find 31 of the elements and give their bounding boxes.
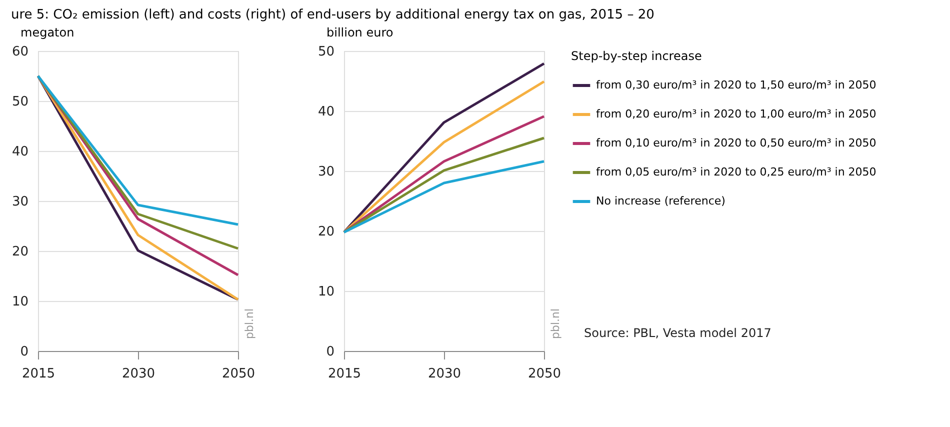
text: pbl.nl xyxy=(549,308,562,339)
y-tick-label: 50 xyxy=(12,94,28,110)
y-axis-title: megaton xyxy=(20,26,74,40)
legend-label: from 0,30 euro/m³ in 2020 to 1,50 euro/m³ in 2050 xyxy=(596,78,876,92)
y-tick-label: 60 xyxy=(12,44,28,60)
y-tick-label: 0 xyxy=(326,344,334,360)
source-note: Source: PBL, Vesta model 2017 xyxy=(584,326,772,340)
text: pbl.nl xyxy=(243,308,256,339)
y-tick-label: 30 xyxy=(12,194,28,210)
legend-label: from 0,10 euro/m³ in 2020 to 0,50 euro/m³ in 2050 xyxy=(596,136,876,150)
x-tick-label: 2015 xyxy=(328,366,362,382)
legend-label: from 0,05 euro/m³ in 2020 to 0,25 euro/m³ in 2050 xyxy=(596,166,876,178)
x-tick-label: 2050 xyxy=(528,366,562,382)
y-tick-label: 20 xyxy=(318,224,334,240)
legend-title: Step-by-step increase xyxy=(571,49,702,63)
y-tick-label: 10 xyxy=(12,294,28,310)
x-tick-label: 2030 xyxy=(428,366,462,382)
x-tick-label: 2015 xyxy=(22,366,56,382)
y-tick-label: 0 xyxy=(20,344,28,360)
y-axis-title: billion euro xyxy=(326,26,394,40)
legend-label: No increase (reference) xyxy=(596,194,726,208)
text: ure 5: CO₂ emission (left) and costs (right) of end-users by additional energy tax on gas, 2015 – 20 xyxy=(10,8,654,22)
y-tick-label: 20 xyxy=(12,244,28,260)
y-tick-label: 40 xyxy=(12,144,28,160)
x-tick-label: 2050 xyxy=(222,366,256,382)
y-tick-label: 40 xyxy=(318,104,334,120)
y-tick-label: 10 xyxy=(318,284,334,300)
y-tick-label: 50 xyxy=(318,44,334,60)
x-tick-label: 2030 xyxy=(122,366,156,382)
legend-label: from 0,20 euro/m³ in 2020 to 1,00 euro/m³ in 2050 xyxy=(596,108,876,120)
y-tick-label: 30 xyxy=(318,164,334,180)
